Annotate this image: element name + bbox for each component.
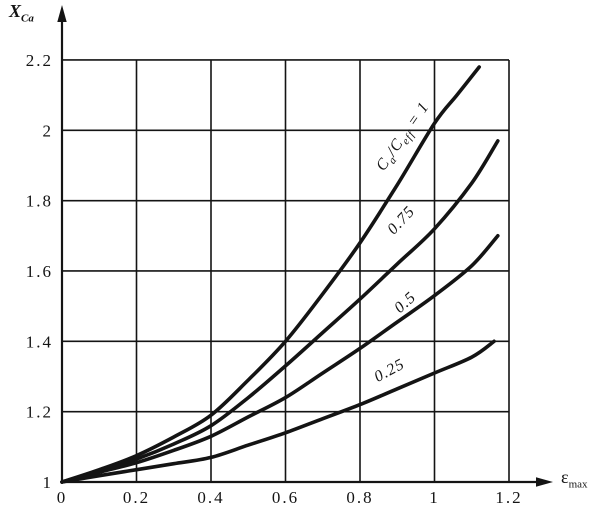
y-axis-title: XCa — [9, 1, 34, 25]
x-tick-label: 0.8 — [346, 488, 373, 507]
curve-label-text: 0.75 — [384, 203, 418, 238]
curve-label-text: 0.5 — [391, 289, 419, 317]
y-axis-arrow-icon — [57, 5, 67, 22]
curve-ca-ceff-1 — [60, 65, 481, 484]
x-tick-label: 0 — [57, 488, 68, 507]
x-tick-label: 1 — [429, 488, 440, 507]
curve-label-0-5: 0.5 — [391, 289, 419, 317]
y-tick-label: 1.4 — [26, 332, 53, 351]
y-tick-label: 1.8 — [26, 192, 53, 211]
curve-label-0-75: 0.75 — [384, 203, 418, 238]
x-axis-arrow-icon — [536, 477, 553, 487]
x-axis-title: εmax — [561, 467, 588, 491]
axes — [57, 5, 553, 487]
x-tick-label: 0.4 — [197, 488, 224, 507]
curve-0-5 — [60, 234, 500, 484]
tick-labels: 0 0.2 0.4 0.6 0.8 1 1.2 1 1.2 1.4 1.6 1.8 2 2.2 — [26, 51, 522, 507]
curve-0-25 — [60, 339, 496, 484]
y-tick-label: 2.2 — [26, 51, 53, 70]
curve-label-0-25: 0.25 — [371, 356, 407, 386]
x-tick-label: 0.2 — [123, 488, 150, 507]
grid — [62, 59, 510, 482]
curve-label-text: 0.25 — [371, 356, 407, 386]
x-tick-label: 1.2 — [495, 488, 522, 507]
y-tick-label: 1.2 — [26, 403, 53, 422]
curve-0-75 — [60, 139, 500, 484]
y-tick-label: 1 — [43, 473, 54, 492]
x-tick-label: 0.6 — [272, 488, 299, 507]
y-tick-label: 2 — [43, 121, 54, 140]
y-tick-label: 1.6 — [26, 262, 53, 281]
